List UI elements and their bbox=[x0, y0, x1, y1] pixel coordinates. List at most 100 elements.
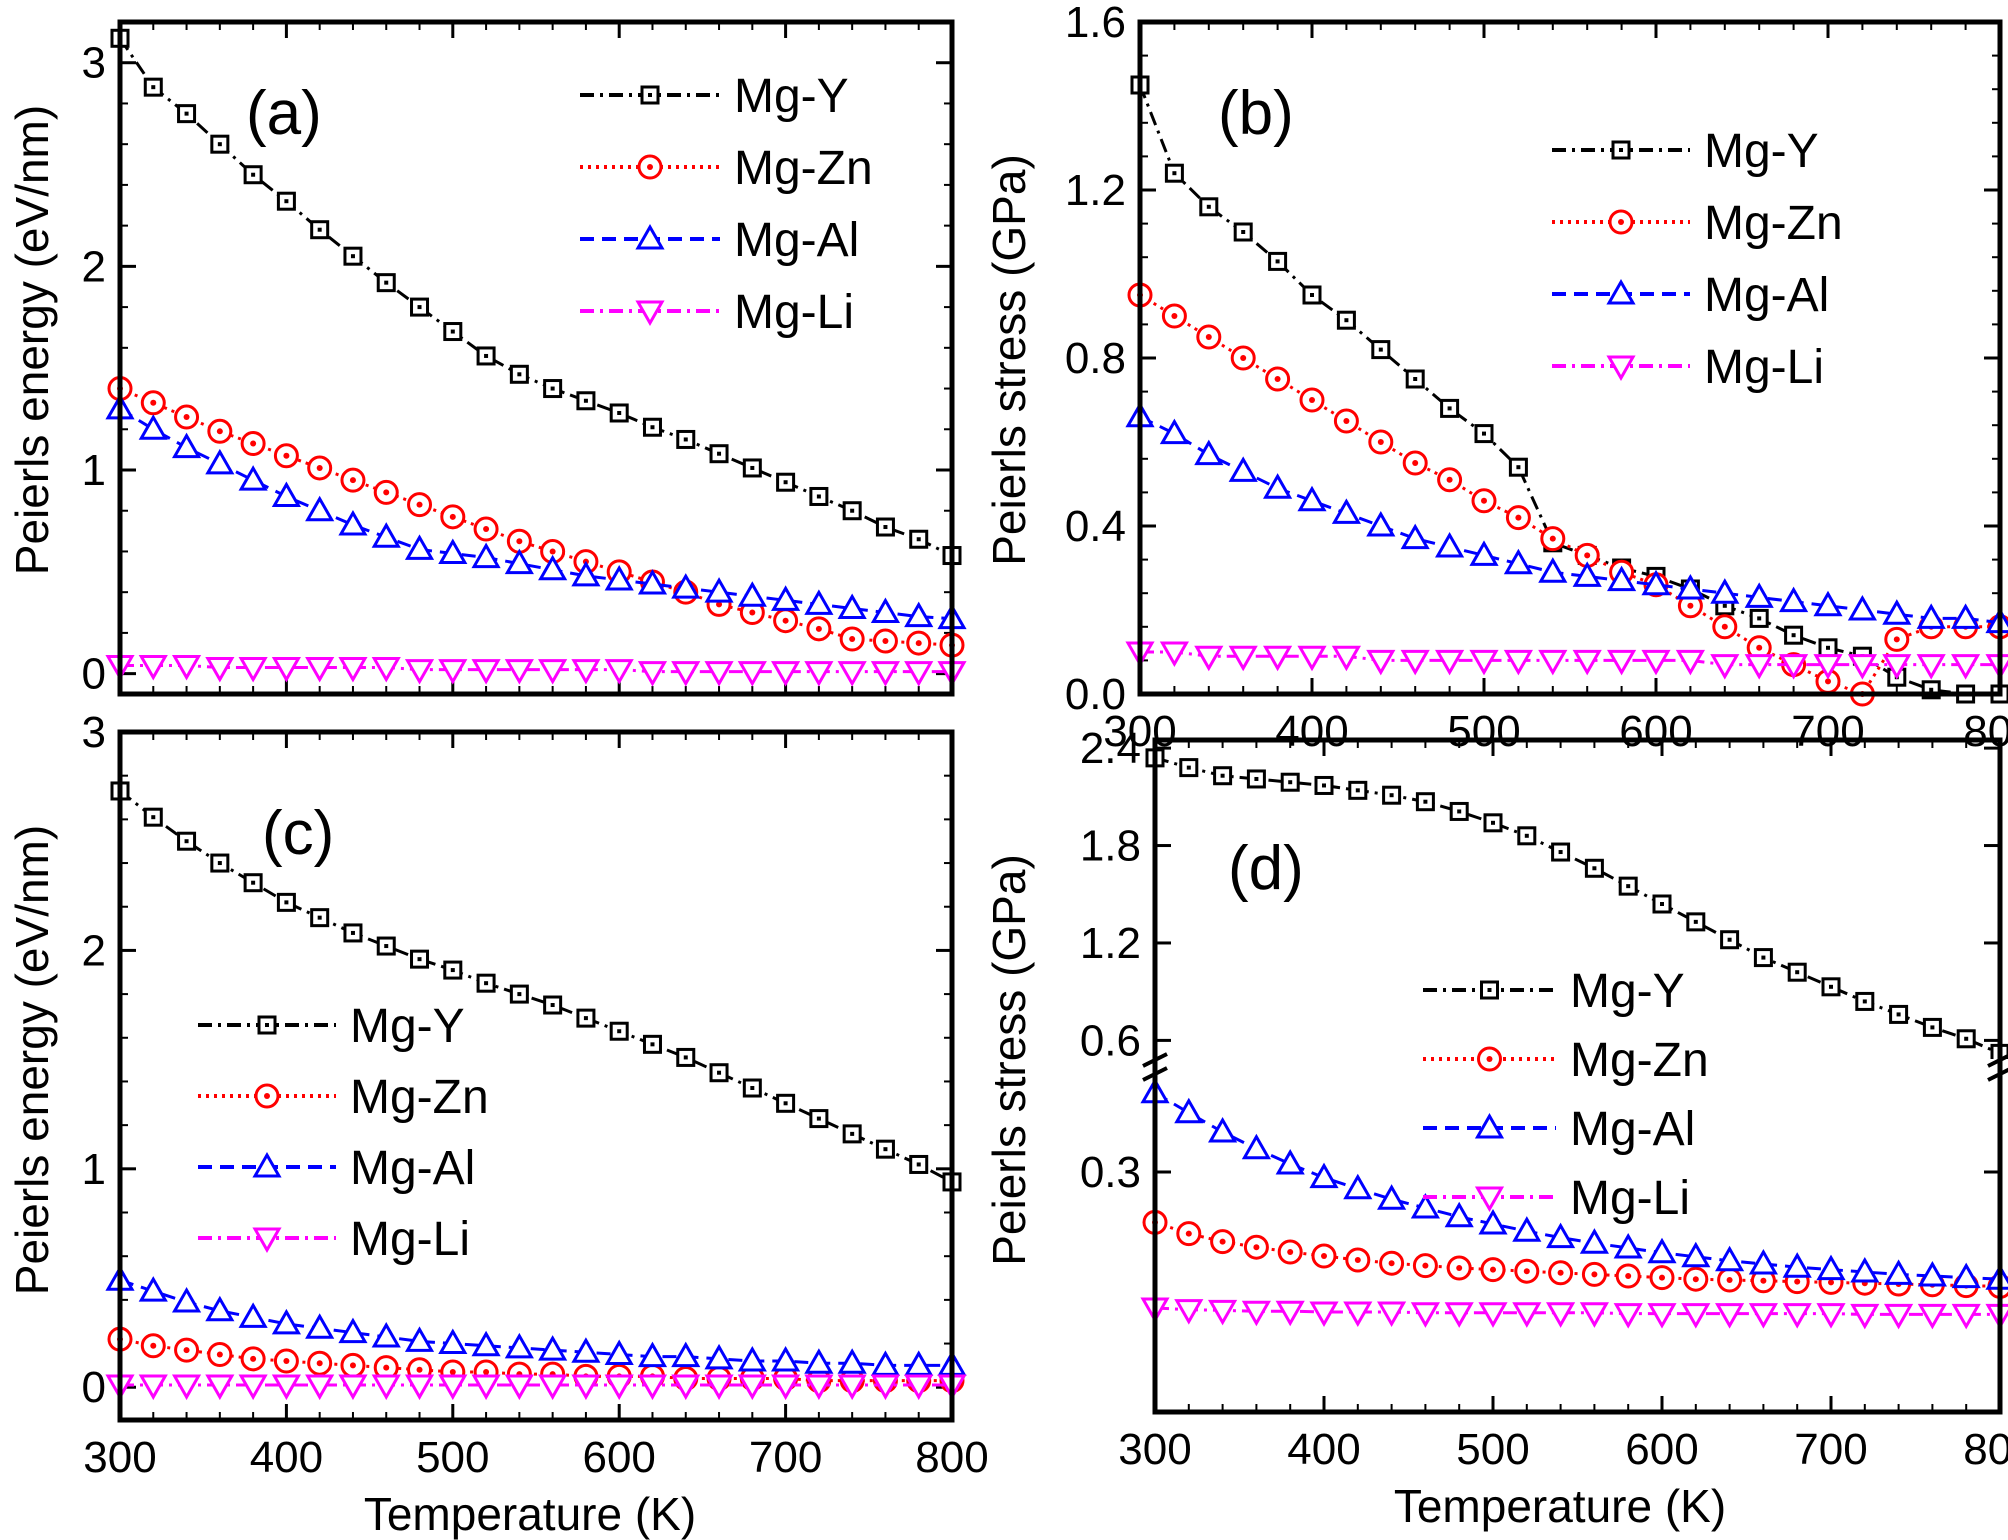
panel-d-y-tick-label: 0.3 bbox=[1080, 1148, 1141, 1197]
panel-b-x-tick-label: 700 bbox=[1791, 707, 1864, 756]
panel-d-Mg-Al-point bbox=[1275, 1148, 1305, 1175]
panel-a-Mg-Zn-point-dot bbox=[749, 609, 756, 616]
panel-b-Mg-Y-point-dot bbox=[1344, 318, 1349, 323]
panel-b-Mg-Li-point bbox=[1916, 654, 1946, 680]
panel-b-Mg-Li-point bbox=[1779, 654, 1809, 680]
panel-c-Mg-Al-point bbox=[604, 1339, 634, 1365]
panel-d-Mg-Li-point bbox=[1816, 1303, 1846, 1329]
panel-c-Mg-Zn-point-dot bbox=[316, 1360, 323, 1367]
panel-b-Mg-Y-point-dot bbox=[1206, 204, 1211, 209]
panel-d-Mg-Y-point-dot bbox=[1491, 820, 1495, 825]
panel-c-Mg-Zn-point-dot bbox=[216, 1351, 223, 1358]
panel-b-Mg-Zn-point-dot bbox=[1549, 535, 1556, 542]
panel-a-legend-marker-Mg-Al bbox=[635, 223, 665, 250]
panel-d-Mg-Zn-point-dot bbox=[1422, 1262, 1429, 1269]
panel-c-Mg-Y-point-dot bbox=[617, 1029, 622, 1034]
panel-a-Mg-Li-point bbox=[404, 659, 435, 685]
panel-c-Mg-Li-point bbox=[837, 1374, 867, 1401]
panel-d-Mg-Zn-point-dot bbox=[1591, 1271, 1598, 1278]
panel-c-Mg-Li-point bbox=[171, 1374, 202, 1401]
panel-b-Mg-Y-point-dot bbox=[1482, 431, 1486, 436]
panel-a-Mg-Li-point bbox=[704, 661, 734, 687]
panel-d-Mg-Zn-point-dot bbox=[1253, 1244, 1260, 1251]
panel-d-x-tick-label: 600 bbox=[1625, 1425, 1698, 1474]
panel-a-Mg-Al-point bbox=[271, 481, 301, 507]
panel-c-legend-label-Mg-Y: Mg-Y bbox=[350, 1000, 465, 1053]
panel-d-legend: Mg-Y Mg-Zn Mg-Al Mg-Li bbox=[1423, 965, 1709, 1225]
panel-b-Mg-Zn-point-dot bbox=[1721, 623, 1728, 630]
panel-a-Mg-Al-point bbox=[637, 569, 668, 595]
panel-a-Mg-Y-point-dot bbox=[550, 386, 555, 391]
panel-a-Mg-Y-point-dot bbox=[650, 425, 655, 430]
panel-c-Mg-Li-point bbox=[571, 1374, 601, 1401]
panel-d-Mg-Li-point bbox=[1444, 1302, 1474, 1328]
panel-d-Mg-Al-point bbox=[1613, 1232, 1643, 1259]
panel-c-legend: Mg-Y Mg-Zn Mg-Al Mg-Li bbox=[198, 1000, 489, 1266]
panel-a-Mg-Zn-point-dot bbox=[716, 601, 723, 608]
panel-d-Mg-Y-point-dot bbox=[1389, 793, 1394, 798]
panel-b-Mg-Al-point bbox=[1779, 586, 1809, 613]
panel-d-Mg-Al-point bbox=[1546, 1222, 1576, 1249]
panel-b-Mg-Al-point bbox=[1159, 418, 1189, 445]
panel-c-Mg-Li-point bbox=[704, 1374, 734, 1401]
panel-b-Mg-Y-point-dot bbox=[1172, 171, 1177, 176]
panel-b-Mg-Y-point-dot bbox=[1413, 377, 1418, 381]
panel-a-legend-marker-Mg-Y-dot bbox=[648, 93, 652, 97]
panel-b-Mg-Li-point bbox=[1744, 654, 1774, 680]
panel-d-Mg-Y-point-dot bbox=[1457, 809, 1462, 814]
panel-c-x-tick-label: 600 bbox=[582, 1433, 655, 1482]
panel-a-Mg-Li-point bbox=[338, 657, 368, 683]
panel-c-legend-marker-Mg-Y-dot bbox=[265, 1023, 269, 1027]
panel-a-Mg-Zn-point-dot bbox=[183, 414, 190, 421]
panel-d-Mg-Li-point bbox=[1275, 1300, 1305, 1327]
panel-a-Mg-Al-point bbox=[538, 554, 568, 581]
panel-d-legend-marker-Mg-Li bbox=[1474, 1186, 1505, 1213]
panel-a-y-tick-label: 2 bbox=[82, 242, 106, 291]
panel-d-Mg-Zn-point-dot bbox=[1185, 1230, 1192, 1237]
panel-b-y-tick-label: 0.0 bbox=[1065, 670, 1126, 719]
panel-a-Mg-Li-point bbox=[438, 659, 468, 685]
panel-d-Mg-Y-point-dot bbox=[1829, 984, 1833, 989]
panel-c-Mg-Al-point bbox=[637, 1341, 668, 1368]
panel-d-Mg-Al-point bbox=[1208, 1116, 1238, 1143]
panel-d-Mg-Al-point bbox=[1512, 1216, 1542, 1242]
panel-d-legend-label-Mg-Al: Mg-Al bbox=[1570, 1103, 1695, 1156]
panel-b-Mg-Al-point bbox=[1331, 498, 1361, 524]
panel-c-y-tick-label: 1 bbox=[82, 1145, 106, 1194]
panel-c-Mg-Al-point bbox=[238, 1302, 268, 1328]
panel-d-Mg-Y-point-dot bbox=[1592, 866, 1597, 871]
panel-c-series-Mg-Y bbox=[110, 781, 962, 1192]
panel-b-Mg-Li-point bbox=[1435, 649, 1465, 676]
panel-c-Mg-Al-point bbox=[271, 1308, 301, 1335]
panel-b-Mg-Zn-line bbox=[1139, 293, 2000, 696]
panel-c-Mg-Y-point-dot bbox=[883, 1147, 888, 1152]
panel-b-Mg-Zn-point-dot bbox=[1171, 313, 1178, 319]
panel-b-Mg-Li-point bbox=[1159, 641, 1189, 668]
panel-c-Mg-Li-point bbox=[305, 1374, 335, 1401]
panel-c-Mg-Li-point bbox=[604, 1374, 634, 1401]
panel-a-legend-label-Mg-Li: Mg-Li bbox=[734, 286, 854, 339]
panel-b-Mg-Y-point-dot bbox=[1826, 645, 1830, 650]
panel-a-Mg-Y-point-dot bbox=[217, 142, 222, 147]
panel-d-Mg-Y-point-dot bbox=[1288, 780, 1293, 785]
panel-d-Mg-Li-point bbox=[1917, 1303, 1947, 1330]
panel-a-Mg-Li-point bbox=[504, 659, 534, 685]
panel-a: Peierls energy (eV/nm) 0 1 2 3 (a) Mg-Y Mg-Z… bbox=[6, 19, 967, 699]
panel-c-legend-marker-Mg-Zn-dot bbox=[264, 1093, 270, 1099]
panel-b-Mg-Y-point-dot bbox=[1275, 259, 1280, 264]
panel-c-Mg-Y-point-dot bbox=[517, 992, 522, 997]
panel-c-Mg-Y-point-dot bbox=[384, 944, 389, 949]
panel-d-Mg-Li-point bbox=[1546, 1302, 1576, 1328]
panel-d-Mg-Al-point bbox=[1377, 1184, 1407, 1210]
panel-a-Mg-Y-point-dot bbox=[883, 525, 888, 530]
panel-d-Mg-Y-point-dot bbox=[1355, 788, 1360, 793]
panel-d-Mg-Li-point bbox=[1782, 1303, 1812, 1329]
panel-b-series-Mg-Y bbox=[1130, 75, 2008, 704]
panel-d-Mg-Li-point bbox=[1681, 1303, 1711, 1329]
panel-d-x-label: Temperature (K) bbox=[1394, 1480, 1726, 1532]
panel-a-Mg-Y-point-dot bbox=[683, 437, 688, 442]
panel-c-Mg-Al-point bbox=[538, 1335, 568, 1361]
panel-b-Mg-Y-point-dot bbox=[1791, 633, 1796, 638]
panel-b-y-tick-label: 1.2 bbox=[1065, 166, 1126, 215]
panel-c-Mg-Zn-line bbox=[119, 1337, 952, 1383]
